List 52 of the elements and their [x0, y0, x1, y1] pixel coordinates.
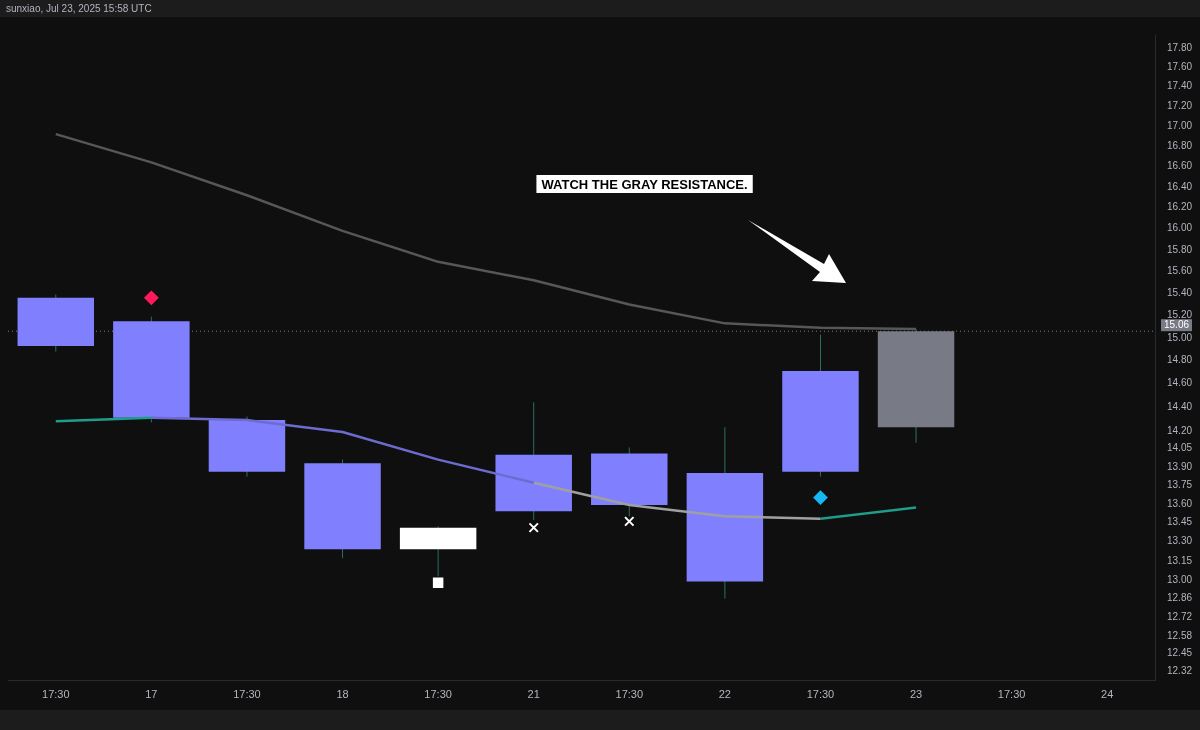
y-tick-label: 12.32 [1167, 664, 1193, 676]
x-tick-label: 17:30 [806, 688, 835, 701]
y-tick-label: 15.00 [1167, 331, 1193, 343]
y-tick-label: 12.45 [1167, 647, 1193, 659]
x-tick-label: 17:30 [424, 688, 452, 701]
y-tick-label: 13.30 [1167, 535, 1193, 547]
y-tick-label: 13.00 [1167, 573, 1193, 585]
y-tick-label: 15.80 [1167, 243, 1193, 255]
point [813, 490, 828, 505]
x-tick-label: 23 [909, 688, 923, 701]
y-tick-label: 13.90 [1167, 460, 1193, 472]
x-tick-label: 17:30 [615, 688, 644, 701]
y-tick-label: 14.60 [1167, 377, 1193, 389]
chart-subtitle: sunxiao, Jul 23, 2025 15:58 UTC [0, 0, 1200, 17]
annotation: WATCH THE GRAY RESISTANCE. [541, 176, 748, 192]
x-tick-label: 17:30 [42, 688, 70, 701]
y-tick-label: 12.72 [1167, 610, 1193, 622]
y-tick-label: 13.45 [1167, 516, 1193, 528]
point [432, 577, 444, 589]
y-tick-label: 12.86 [1167, 592, 1193, 604]
x-tick-label: 21 [527, 688, 540, 701]
y-tick-label: 17.00 [1167, 119, 1193, 131]
y-tick-label: 15.40 [1167, 287, 1193, 299]
y-tick-label: 14.20 [1167, 424, 1193, 436]
y-tick-label: 17.40 [1167, 80, 1193, 92]
y-tick-label: 12.58 [1167, 629, 1193, 641]
y-tick-label: 15.20 [1167, 309, 1193, 321]
point [624, 516, 635, 527]
x-tick-label: 24 [1101, 688, 1114, 701]
y-tick-label: 16.80 [1167, 139, 1193, 151]
y-tick-label: 14.80 [1167, 354, 1193, 366]
y-tick-label: 13.60 [1167, 497, 1193, 509]
x-tick-label: 17 [145, 688, 158, 701]
y-tick-label: 14.05 [1167, 442, 1193, 454]
point [528, 522, 539, 533]
y-tick-label: 17.20 [1167, 100, 1193, 112]
y-tick-label: 15.60 [1167, 265, 1193, 277]
y-tick-label: 13.15 [1167, 554, 1193, 566]
x-tick-label: 17:30 [233, 688, 261, 701]
y-tick-label: 16.40 [1167, 180, 1193, 192]
point [144, 290, 159, 305]
y-tick-label: 14.40 [1167, 400, 1193, 412]
ref-line-label: 15.06 [1164, 318, 1190, 330]
y-tick-label: 16.60 [1167, 160, 1193, 172]
x-tick-label: 17:30 [997, 688, 1026, 701]
y-tick-label: 17.60 [1167, 61, 1193, 73]
x-tick-label: 18 [336, 688, 349, 701]
y-tick-label: 17.80 [1167, 42, 1193, 54]
y-tick-label: 16.20 [1167, 201, 1193, 213]
y-tick-label: 13.75 [1167, 479, 1193, 491]
y-tick-label: 16.00 [1167, 222, 1193, 234]
x-tick-label: 22 [718, 688, 731, 701]
